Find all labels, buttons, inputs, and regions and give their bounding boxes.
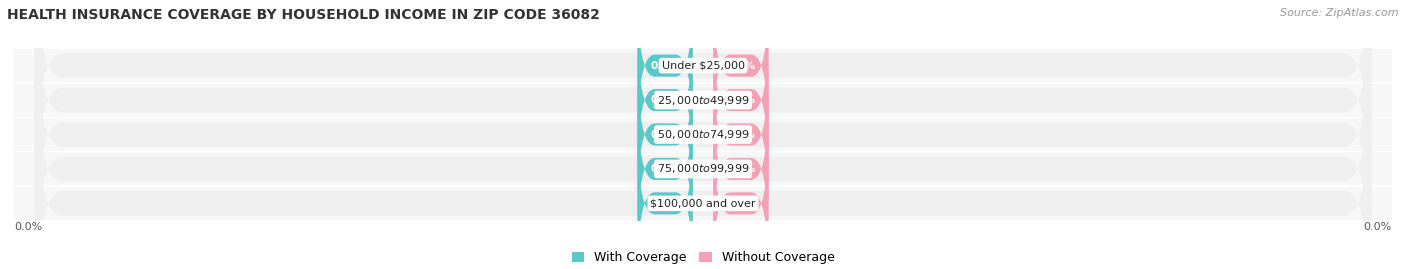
Text: 0.0%: 0.0%	[1364, 222, 1392, 232]
FancyBboxPatch shape	[35, 78, 1371, 269]
FancyBboxPatch shape	[35, 9, 1371, 260]
Bar	[14, 153, 1392, 185]
Text: 0.0%: 0.0%	[14, 222, 42, 232]
Text: 0.0%: 0.0%	[651, 129, 679, 140]
Legend: With Coverage, Without Coverage: With Coverage, Without Coverage	[567, 246, 839, 269]
Text: HEALTH INSURANCE COVERAGE BY HOUSEHOLD INCOME IN ZIP CODE 36082: HEALTH INSURANCE COVERAGE BY HOUSEHOLD I…	[7, 8, 600, 22]
Bar	[14, 118, 1392, 151]
FancyBboxPatch shape	[637, 59, 693, 210]
Bar	[14, 84, 1392, 116]
FancyBboxPatch shape	[637, 25, 693, 175]
FancyBboxPatch shape	[637, 128, 693, 269]
Text: 0.0%: 0.0%	[727, 164, 755, 174]
Bar	[14, 187, 1392, 220]
Text: 0.0%: 0.0%	[727, 198, 755, 208]
Text: 0.0%: 0.0%	[651, 198, 679, 208]
Text: 0.0%: 0.0%	[727, 61, 755, 71]
FancyBboxPatch shape	[713, 128, 769, 269]
Text: Under $25,000: Under $25,000	[661, 61, 745, 71]
Text: 0.0%: 0.0%	[651, 164, 679, 174]
FancyBboxPatch shape	[713, 94, 769, 244]
FancyBboxPatch shape	[35, 44, 1371, 269]
FancyBboxPatch shape	[637, 94, 693, 244]
Text: Source: ZipAtlas.com: Source: ZipAtlas.com	[1281, 8, 1399, 18]
Text: $50,000 to $74,999: $50,000 to $74,999	[657, 128, 749, 141]
FancyBboxPatch shape	[713, 0, 769, 141]
Text: 0.0%: 0.0%	[727, 129, 755, 140]
Text: $75,000 to $99,999: $75,000 to $99,999	[657, 162, 749, 175]
Bar	[14, 49, 1392, 82]
FancyBboxPatch shape	[713, 59, 769, 210]
FancyBboxPatch shape	[713, 25, 769, 175]
FancyBboxPatch shape	[35, 0, 1371, 225]
Text: 0.0%: 0.0%	[727, 95, 755, 105]
Text: $100,000 and over: $100,000 and over	[650, 198, 756, 208]
Text: 0.0%: 0.0%	[651, 61, 679, 71]
FancyBboxPatch shape	[35, 0, 1371, 191]
Text: $25,000 to $49,999: $25,000 to $49,999	[657, 94, 749, 107]
FancyBboxPatch shape	[637, 0, 693, 141]
Text: 0.0%: 0.0%	[651, 95, 679, 105]
